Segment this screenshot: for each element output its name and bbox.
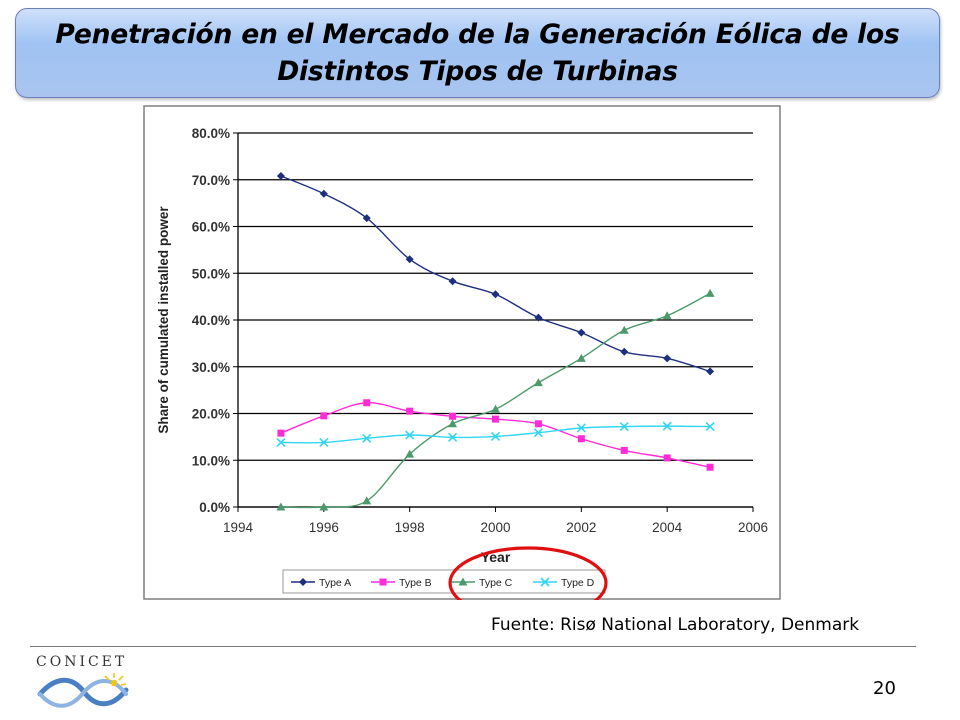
- legend-label-type-c: Type C: [479, 577, 513, 589]
- y-tick-label: 20.0%: [192, 407, 230, 422]
- x-tick-label: 1996: [309, 520, 339, 535]
- conicet-logo: CONICET: [36, 652, 136, 712]
- y-tick-label: 80.0%: [192, 126, 230, 141]
- legend-marker-type-b: [379, 578, 387, 586]
- y-tick-label: 10.0%: [192, 453, 230, 468]
- data-point-type-d: [448, 432, 458, 442]
- x-tick-label: 2006: [738, 520, 768, 535]
- y-axis-title: Share of cumulated installed power: [156, 206, 171, 434]
- data-point-type-b: [534, 420, 542, 428]
- data-point-type-d: [276, 437, 286, 448]
- data-point-type-c: [276, 502, 286, 511]
- data-point-type-b: [492, 415, 499, 423]
- data-point-type-b: [620, 446, 628, 454]
- data-point-type-a: [577, 328, 586, 337]
- x-tick-label: 2000: [480, 520, 510, 535]
- data-point-type-c: [491, 404, 500, 413]
- data-point-type-c: [533, 378, 543, 387]
- data-point-type-b: [706, 463, 714, 471]
- data-point-type-b: [320, 412, 328, 420]
- data-point-type-a: [448, 277, 457, 286]
- slide-title: Penetración en el Mercado de la Generaci…: [55, 19, 900, 87]
- data-point-type-a: [663, 354, 672, 363]
- data-point-type-d: [619, 422, 629, 432]
- y-tick-label: 50.0%: [192, 266, 230, 281]
- legend-marker-type-a: [299, 578, 307, 586]
- source-caption: Fuente: Risø National Laboratory, Denmar…: [491, 615, 860, 635]
- x-tick-label: 2004: [652, 520, 683, 535]
- y-tick-label: 70.0%: [192, 173, 230, 188]
- data-point-type-c: [448, 419, 458, 428]
- data-point-type-a: [706, 367, 715, 376]
- data-point-type-d: [533, 428, 543, 438]
- x-tick-label: 1994: [223, 520, 254, 535]
- line-chart: 0.0% 10.0% 20.0% 30.0% 40.0% 50.0% 60.0% 70.0% 8…: [143, 105, 781, 600]
- data-point-type-c: [362, 496, 372, 505]
- data-point-type-d: [405, 430, 415, 440]
- data-point-type-b: [363, 399, 371, 407]
- data-point-type-b: [663, 454, 671, 462]
- data-point-type-b: [449, 412, 457, 420]
- data-point-type-c: [319, 502, 329, 511]
- y-tick-label: 60.0%: [192, 220, 230, 235]
- data-point-type-a: [405, 255, 414, 264]
- data-point-type-d: [576, 423, 586, 433]
- data-point-type-c: [662, 311, 672, 320]
- page-number: 20: [873, 678, 896, 699]
- data-point-type-a: [362, 214, 371, 223]
- legend-label-type-a: Type A: [319, 577, 351, 589]
- logo-wordmark: CONICET: [36, 654, 128, 670]
- data-point-type-c: [619, 325, 629, 334]
- data-point-type-a: [276, 172, 285, 181]
- legend-marker-type-c: [458, 577, 468, 586]
- data-point-type-d: [319, 437, 329, 448]
- data-point-type-b: [406, 407, 414, 415]
- legend-label-type-b: Type B: [399, 577, 432, 589]
- data-point-type-c: [405, 449, 415, 458]
- data-point-type-d: [490, 431, 501, 441]
- logo-emblem-icon: [37, 673, 129, 708]
- data-point-type-d: [362, 433, 372, 443]
- y-tick-label: 30.0%: [192, 360, 230, 375]
- data-point-type-b: [577, 435, 585, 443]
- chart-container: 0.0% 10.0% 20.0% 30.0% 40.0% 50.0% 60.0% 70.0% 8…: [143, 105, 781, 600]
- legend-label-type-d: Type D: [561, 577, 595, 589]
- y-tick-label: 40.0%: [192, 313, 230, 328]
- data-point-type-d: [662, 421, 672, 431]
- data-point-type-a: [319, 189, 328, 198]
- data-point-type-b: [277, 429, 285, 437]
- x-tick-label: 1998: [395, 520, 425, 535]
- data-point-type-c: [705, 288, 715, 297]
- y-tick-label: 0.0%: [199, 500, 230, 515]
- data-point-type-d: [705, 422, 715, 432]
- legend-marker-type-d: [540, 577, 550, 587]
- data-point-type-a: [620, 347, 629, 356]
- chart-frame: [143, 105, 781, 600]
- highlight-circle: [448, 546, 608, 600]
- title-banner: Penetración en el Mercado de la Generaci…: [15, 8, 940, 98]
- x-tick-label: 2002: [566, 520, 596, 535]
- data-point-type-a: [534, 313, 543, 322]
- data-point-type-a: [491, 290, 500, 299]
- data-point-type-c: [576, 353, 586, 362]
- footer-divider: [30, 646, 916, 647]
